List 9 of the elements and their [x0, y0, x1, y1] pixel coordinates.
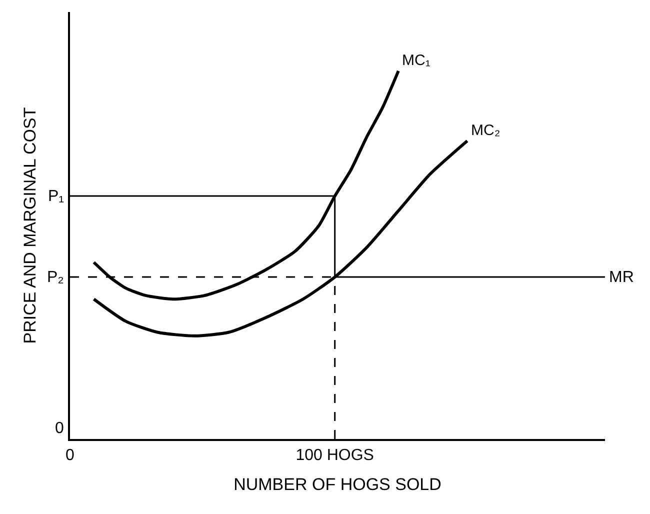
x-axis-title: NUMBER OF HOGS SOLD	[234, 474, 442, 494]
y-axis-title: PRICE AND MARGINAL COST	[20, 107, 40, 344]
ref-line-label: MR	[609, 269, 634, 286]
ref-line-label: P₂	[47, 269, 64, 286]
series-label: MC₂	[471, 122, 500, 139]
series-label: MC₁	[402, 52, 430, 69]
text: 0	[55, 420, 64, 437]
x-tick-label: 100 HOGS	[296, 446, 374, 464]
ref-line-label: P₁	[48, 188, 64, 205]
